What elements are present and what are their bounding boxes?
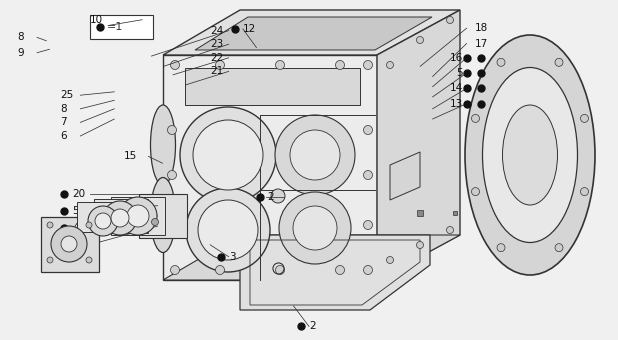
Polygon shape (195, 17, 432, 50)
Text: 23: 23 (210, 39, 223, 49)
Circle shape (446, 17, 454, 23)
Circle shape (95, 213, 111, 229)
Circle shape (276, 266, 284, 274)
Circle shape (86, 257, 92, 263)
FancyBboxPatch shape (111, 197, 165, 235)
Circle shape (293, 206, 337, 250)
Circle shape (363, 221, 373, 230)
Circle shape (186, 188, 270, 272)
Circle shape (555, 58, 563, 66)
Text: 10: 10 (90, 15, 103, 25)
Circle shape (580, 188, 588, 195)
Circle shape (580, 114, 588, 122)
Circle shape (167, 221, 177, 230)
Circle shape (180, 107, 276, 203)
Polygon shape (390, 152, 420, 200)
Text: 5: 5 (456, 68, 463, 78)
Polygon shape (240, 235, 430, 310)
Text: 4: 4 (72, 223, 79, 233)
Circle shape (386, 256, 394, 264)
Circle shape (276, 61, 284, 69)
Text: 20: 20 (72, 189, 85, 199)
Circle shape (111, 209, 129, 227)
Circle shape (216, 61, 224, 69)
Circle shape (446, 226, 454, 234)
Polygon shape (377, 10, 460, 280)
Text: 3: 3 (229, 252, 235, 262)
FancyBboxPatch shape (94, 199, 148, 233)
Ellipse shape (483, 68, 577, 242)
Text: 16: 16 (449, 53, 463, 63)
Text: 2: 2 (309, 321, 316, 332)
Text: 9: 9 (17, 48, 24, 58)
Circle shape (127, 205, 149, 227)
Circle shape (47, 222, 53, 228)
Polygon shape (163, 10, 460, 55)
Bar (90, 15, 153, 39)
Circle shape (363, 170, 373, 180)
Text: 13: 13 (449, 99, 463, 109)
Circle shape (417, 241, 423, 249)
Text: 6: 6 (61, 131, 67, 141)
Text: 19: 19 (72, 240, 85, 250)
Circle shape (363, 266, 373, 274)
Circle shape (167, 170, 177, 180)
Ellipse shape (502, 105, 557, 205)
Circle shape (88, 206, 118, 236)
Circle shape (363, 125, 373, 135)
Text: 8: 8 (17, 32, 24, 42)
Text: =1: =1 (107, 22, 124, 33)
Circle shape (336, 266, 344, 274)
Circle shape (171, 266, 179, 274)
FancyBboxPatch shape (77, 202, 129, 232)
Circle shape (86, 222, 92, 228)
Circle shape (555, 244, 563, 252)
Text: 12: 12 (243, 24, 256, 34)
Text: 15: 15 (124, 151, 137, 162)
Circle shape (216, 266, 224, 274)
Circle shape (275, 115, 355, 195)
Circle shape (47, 257, 53, 263)
Circle shape (51, 226, 87, 262)
Circle shape (271, 189, 285, 203)
Circle shape (151, 219, 158, 225)
Circle shape (61, 236, 77, 252)
Circle shape (171, 61, 179, 69)
Polygon shape (163, 235, 460, 280)
Polygon shape (163, 55, 377, 280)
Circle shape (167, 125, 177, 135)
Polygon shape (185, 68, 360, 105)
Circle shape (193, 120, 263, 190)
FancyBboxPatch shape (41, 217, 98, 272)
Circle shape (472, 188, 480, 195)
Text: 25: 25 (61, 90, 74, 100)
Text: 21: 21 (210, 66, 223, 76)
Text: 24: 24 (210, 26, 223, 36)
Text: 8: 8 (61, 104, 67, 114)
Circle shape (336, 61, 344, 69)
Ellipse shape (465, 35, 595, 275)
Text: 14: 14 (449, 83, 463, 94)
Text: 2: 2 (268, 192, 274, 202)
Text: 5: 5 (72, 206, 79, 216)
Text: 22: 22 (210, 53, 223, 63)
FancyBboxPatch shape (139, 194, 187, 238)
Text: 7: 7 (61, 117, 67, 128)
Ellipse shape (151, 177, 176, 253)
Circle shape (472, 114, 480, 122)
Circle shape (119, 197, 157, 235)
Circle shape (497, 58, 505, 66)
Circle shape (363, 61, 373, 69)
Circle shape (290, 130, 340, 180)
Circle shape (417, 36, 423, 44)
Ellipse shape (151, 105, 176, 185)
Circle shape (497, 244, 505, 252)
Circle shape (386, 62, 394, 68)
Text: 18: 18 (475, 23, 488, 33)
Circle shape (198, 200, 258, 260)
Text: 17: 17 (475, 38, 488, 49)
Circle shape (279, 192, 351, 264)
Circle shape (103, 201, 137, 235)
